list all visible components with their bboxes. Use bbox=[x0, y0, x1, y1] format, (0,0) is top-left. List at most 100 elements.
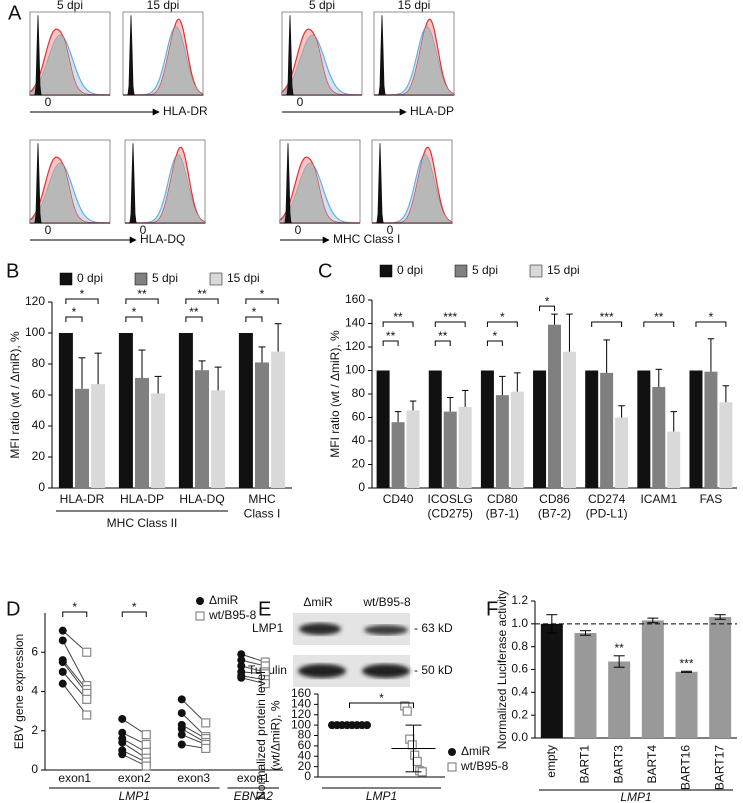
significance-label: ** bbox=[386, 329, 396, 343]
y-tick-label: 6 bbox=[31, 644, 38, 658]
legend-marker bbox=[448, 748, 456, 756]
significance-bracket bbox=[62, 611, 88, 617]
histogram-control bbox=[282, 15, 362, 96]
axis-zero-label: 0 bbox=[387, 223, 394, 237]
y-axis-label: Normalized Luciferase activity bbox=[495, 590, 509, 749]
pair-line bbox=[62, 683, 88, 716]
y-tick-label: 160 bbox=[345, 292, 365, 306]
bar bbox=[91, 384, 106, 488]
x-tick-label: exon3 bbox=[177, 771, 210, 785]
significance-label: * bbox=[493, 329, 498, 343]
significance-label: ** bbox=[654, 310, 664, 324]
bar bbox=[195, 370, 209, 488]
significance-bracket bbox=[382, 340, 399, 346]
significance-label: * bbox=[72, 600, 77, 614]
bar bbox=[135, 377, 149, 488]
legend-label: 0 dpi bbox=[397, 263, 423, 277]
histogram-control bbox=[30, 143, 110, 224]
axis-zero-label: 0 bbox=[297, 95, 304, 109]
axis-zero-label: 0 bbox=[140, 223, 147, 237]
legend-label: 15 dpi bbox=[547, 263, 580, 277]
column-title: 5 dpi bbox=[309, 0, 335, 12]
x-tick-label: HLA-DP bbox=[120, 492, 164, 506]
significance-label: *** bbox=[679, 656, 693, 670]
significance-label: * bbox=[379, 691, 384, 705]
point bbox=[402, 706, 412, 716]
point bbox=[82, 710, 92, 720]
legend-label: 5 dpi bbox=[152, 271, 178, 285]
significance-bracket bbox=[349, 702, 414, 708]
y-tick-label: 40 bbox=[352, 433, 366, 447]
bar bbox=[641, 620, 664, 738]
histogram-overlap bbox=[30, 163, 110, 223]
y-tick-label: 140 bbox=[345, 316, 365, 330]
bar bbox=[443, 411, 457, 488]
x-tick-label: HLA-DR bbox=[60, 492, 105, 506]
y-tick-label: 40 bbox=[32, 418, 46, 432]
axis-zero-label: 0 bbox=[45, 223, 52, 237]
y-axis-label: EBV gene expression bbox=[12, 634, 26, 749]
significance-bracket bbox=[591, 321, 623, 327]
significance-bracket bbox=[185, 298, 219, 304]
legend-marker bbox=[196, 597, 204, 605]
histogram-overlap bbox=[125, 155, 205, 223]
y-tick-label: 60 bbox=[298, 738, 312, 752]
y-tick-label: 80 bbox=[352, 386, 366, 400]
blot-band bbox=[298, 664, 346, 678]
point bbox=[118, 750, 127, 759]
y-tick-label: 0 bbox=[31, 762, 38, 776]
point bbox=[363, 721, 371, 730]
histogram-overlap bbox=[280, 163, 360, 223]
significance-label: * bbox=[252, 305, 257, 319]
histogram-overlap bbox=[372, 155, 452, 223]
y-tick-label: 120 bbox=[291, 707, 311, 721]
histogram-control bbox=[280, 143, 360, 224]
significance-bracket bbox=[486, 340, 503, 346]
bar bbox=[704, 371, 718, 488]
significance-label: ** bbox=[189, 305, 199, 319]
significance-bracket bbox=[121, 611, 147, 617]
point bbox=[412, 756, 422, 767]
point bbox=[82, 647, 92, 657]
bar bbox=[533, 370, 547, 488]
point bbox=[177, 740, 186, 749]
blot-band bbox=[299, 623, 341, 635]
point bbox=[201, 718, 211, 728]
point bbox=[177, 724, 186, 733]
histogram-control bbox=[30, 15, 110, 96]
axis-zero-label: 0 bbox=[45, 95, 52, 109]
legend-label: 15 dpi bbox=[227, 271, 260, 285]
legend-swatch bbox=[454, 264, 468, 278]
bar bbox=[719, 402, 733, 488]
x-tick-label: BART17 bbox=[712, 745, 726, 790]
histogram-overlap bbox=[30, 35, 110, 95]
y-tick-label: 2 bbox=[31, 723, 38, 737]
legend-swatch bbox=[134, 272, 148, 286]
bar bbox=[238, 333, 253, 488]
group-label: EBNA2 bbox=[234, 789, 274, 803]
point bbox=[237, 650, 246, 659]
legend-swatch bbox=[379, 264, 393, 278]
blot-band bbox=[362, 664, 410, 678]
bar bbox=[574, 632, 597, 738]
x-tick-label: BART3 bbox=[611, 745, 625, 784]
axis-label: HLA-DP bbox=[410, 104, 454, 118]
significance-label: * bbox=[709, 310, 714, 324]
y-tick-label: 120 bbox=[25, 294, 45, 308]
y-tick-label: 80 bbox=[32, 356, 46, 370]
legend-marker bbox=[195, 611, 205, 621]
bar bbox=[562, 351, 576, 488]
bar bbox=[689, 370, 703, 488]
point bbox=[141, 761, 151, 771]
bar bbox=[510, 391, 524, 488]
x-tick-label: CD40 bbox=[383, 492, 414, 506]
group-label: LMP1 bbox=[119, 789, 150, 803]
legend-label: wt/B95-8 bbox=[208, 608, 257, 622]
significance-label: * bbox=[545, 294, 550, 308]
significance-bracket bbox=[434, 321, 466, 327]
bar bbox=[637, 370, 651, 488]
column-title: 15 dpi bbox=[147, 0, 180, 12]
bar bbox=[211, 390, 226, 488]
histogram-control bbox=[123, 15, 203, 96]
y-tick-label: 0.2 bbox=[511, 707, 528, 721]
